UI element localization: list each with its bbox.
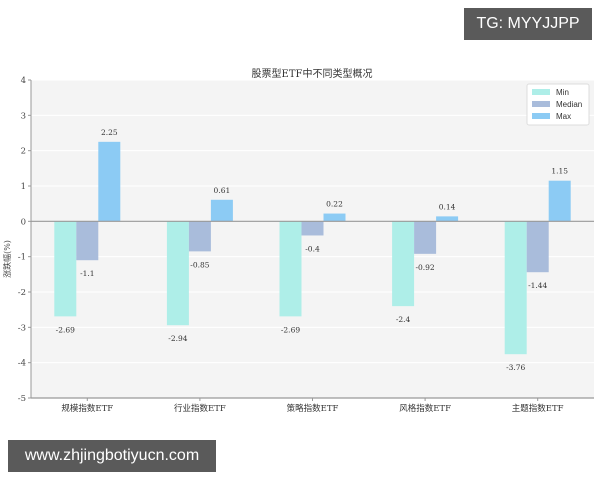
y-tick-label: 3 xyxy=(21,111,26,121)
y-tick-label: 0 xyxy=(21,217,26,227)
bar-value-label: -2.69 xyxy=(56,325,75,334)
watermark-top-right: TG: MYYJJPP xyxy=(464,8,592,40)
legend-swatch-median xyxy=(532,101,550,107)
bar-median xyxy=(414,221,437,254)
bar-value-label: -3.76 xyxy=(506,363,525,372)
y-tick-label: -3 xyxy=(18,323,26,333)
watermark-bottom-left: www.zhjingbotiyucn.com xyxy=(8,440,216,472)
bar-value-label: -2.69 xyxy=(281,325,300,334)
y-tick-label: -2 xyxy=(18,288,26,298)
bar-max xyxy=(210,199,233,222)
y-tick-label: -1 xyxy=(18,253,26,263)
bar-max xyxy=(323,213,346,222)
bar-median xyxy=(188,221,211,252)
bar-min xyxy=(166,221,189,326)
bar-median xyxy=(301,221,324,236)
plot-area xyxy=(31,80,594,398)
y-axis-label: 涨跌幅(%) xyxy=(2,240,12,278)
bar-min xyxy=(54,221,77,317)
bar-max xyxy=(548,180,571,222)
bar-min xyxy=(279,221,302,317)
legend-label: Median xyxy=(556,100,582,109)
y-tick-label: 1 xyxy=(21,182,26,192)
x-tick-label: 行业指数ETF xyxy=(174,403,226,414)
legend-swatch-min xyxy=(532,89,550,95)
bar-value-label: -2.4 xyxy=(396,315,411,324)
bar-value-label: -0.4 xyxy=(305,244,320,253)
bar-max xyxy=(436,216,459,222)
x-tick-label: 策略指数ETF xyxy=(287,403,339,414)
bar-value-label: 0.14 xyxy=(439,202,456,211)
legend-swatch-max xyxy=(532,113,550,119)
legend-label: Min xyxy=(556,88,569,97)
x-axis: 规模指数ETF 行业指数ETF 策略指数ETF 风格指数ETF 主题指数ETF xyxy=(31,397,594,414)
bar-value-label: 1.15 xyxy=(551,167,568,176)
legend-label: Max xyxy=(556,112,571,121)
y-tick-label: 2 xyxy=(21,147,26,157)
x-tick-label: 主题指数ETF xyxy=(512,403,564,414)
bar-min xyxy=(504,221,527,355)
bar-median xyxy=(526,221,549,273)
bar-value-label: -2.94 xyxy=(168,334,187,343)
bar-value-label: -0.85 xyxy=(190,260,209,269)
y-tick-label: -4 xyxy=(18,359,26,369)
x-tick-label: 风格指数ETF xyxy=(399,403,451,414)
bar-value-label: -1.1 xyxy=(80,269,94,278)
chart-title: 股票型ETF中不同类型概况 xyxy=(252,67,373,80)
bar-value-label: -1.44 xyxy=(528,281,547,290)
y-axis: 4 3 2 1 0 -1 -2 -3 -4 -5 xyxy=(18,76,32,404)
legend: Min Median Max xyxy=(526,83,590,126)
y-tick-label: -5 xyxy=(18,394,26,404)
y-tick-label: 4 xyxy=(21,76,26,86)
bar-min xyxy=(392,221,415,307)
bar-value-labels: -2.69 -1.1 2.25 -2.94 -0.85 0.61 -2.69 -0.4 0.22… xyxy=(56,128,569,372)
x-tick-label: 规模指数ETF xyxy=(61,403,113,414)
bar-value-label: 0.22 xyxy=(326,200,343,209)
bar-value-label: 2.25 xyxy=(101,128,118,137)
bar-value-label: -0.92 xyxy=(415,263,434,272)
bars xyxy=(31,141,594,355)
bar-max xyxy=(98,141,121,222)
bar-median xyxy=(76,221,99,261)
bar-value-label: 0.61 xyxy=(214,186,231,195)
